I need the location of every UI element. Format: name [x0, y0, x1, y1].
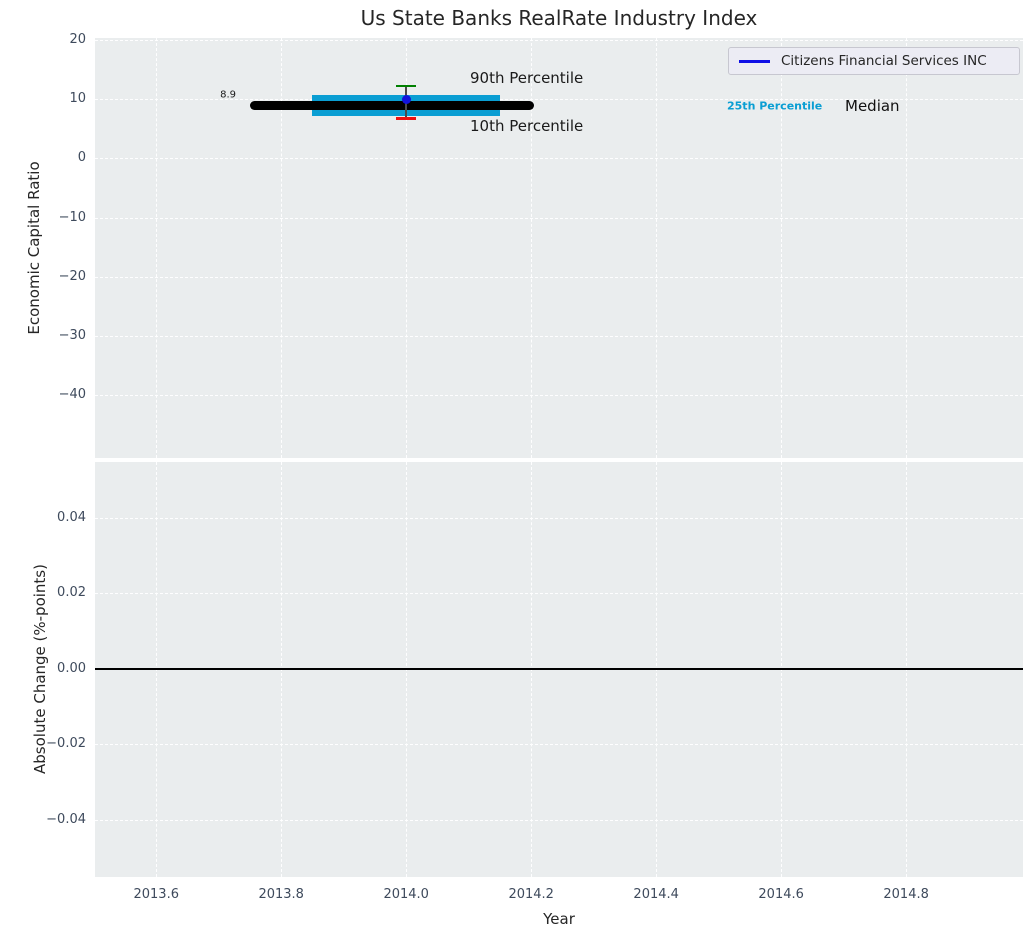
- annotation-p90-label: 90th Percentile: [470, 69, 584, 87]
- annotation-p10-label: 10th Percentile: [470, 117, 584, 135]
- legend: Citizens Financial Services INC: [728, 47, 1020, 75]
- chart-title: Us State Banks RealRate Industry Index: [360, 6, 758, 30]
- y-tick-label: −30: [58, 327, 86, 343]
- x-gridline: [281, 38, 283, 458]
- annotation-median-label: Median: [845, 97, 900, 115]
- y-tick-label: −0.02: [46, 736, 86, 752]
- annotation-p25-label: 25th Percentile: [727, 99, 823, 113]
- bottom-axes: [95, 462, 1023, 877]
- y-gridline: [95, 217, 1023, 219]
- y-tick-label: 10: [69, 91, 86, 107]
- top-y-axis-label: Economic Capital Ratio: [25, 161, 43, 335]
- zero-line: [95, 667, 1023, 670]
- x-tick-label: 2014.6: [758, 887, 804, 902]
- y-gridline: [95, 99, 1023, 101]
- y-tick-label: 20: [69, 32, 86, 47]
- y-tick-label: 0.04: [57, 509, 86, 525]
- y-tick-label: 0.02: [57, 585, 86, 601]
- y-tick-label: 0: [77, 150, 86, 166]
- top-axes: [95, 38, 1023, 458]
- annotation-median-value: 8.9: [220, 89, 236, 101]
- y-gridline: [95, 593, 1023, 595]
- y-gridline: [95, 394, 1023, 396]
- x-tick-label: 2014.4: [633, 887, 679, 902]
- x-tick-label: 2013.8: [258, 887, 304, 902]
- y-tick-label: −20: [58, 268, 86, 284]
- y-tick-label: −40: [58, 386, 86, 402]
- x-gridline: [156, 38, 158, 458]
- errorbar-cap-10th: [396, 117, 417, 120]
- x-axis-label: Year: [543, 910, 575, 928]
- legend-label: Citizens Financial Services INC: [781, 53, 987, 69]
- x-tick-label: 2014.2: [508, 887, 554, 902]
- y-gridline: [95, 744, 1023, 746]
- x-gridline: [531, 38, 533, 458]
- median-line: [249, 101, 535, 111]
- y-tick-label: 0.00: [57, 660, 86, 676]
- y-gridline: [95, 819, 1023, 821]
- x-gridline: [656, 38, 658, 458]
- y-tick-label: −10: [58, 209, 86, 225]
- errorbar-cap-90th: [396, 84, 417, 88]
- y-gridline: [95, 335, 1023, 337]
- y-gridline: [95, 517, 1023, 519]
- x-tick-label: 2014.8: [883, 887, 929, 902]
- y-gridline: [95, 158, 1023, 160]
- y-gridline: [95, 40, 1023, 41]
- x-gridline: [906, 38, 908, 458]
- legend-line-sample: [739, 59, 770, 63]
- x-gridline: [781, 38, 783, 458]
- y-gridline: [95, 276, 1023, 278]
- y-tick-label: −0.04: [46, 811, 86, 827]
- x-tick-label: 2013.6: [133, 887, 179, 902]
- company-data-point: [401, 95, 411, 105]
- x-tick-label: 2014.0: [383, 887, 429, 902]
- x-gridline: [406, 38, 408, 458]
